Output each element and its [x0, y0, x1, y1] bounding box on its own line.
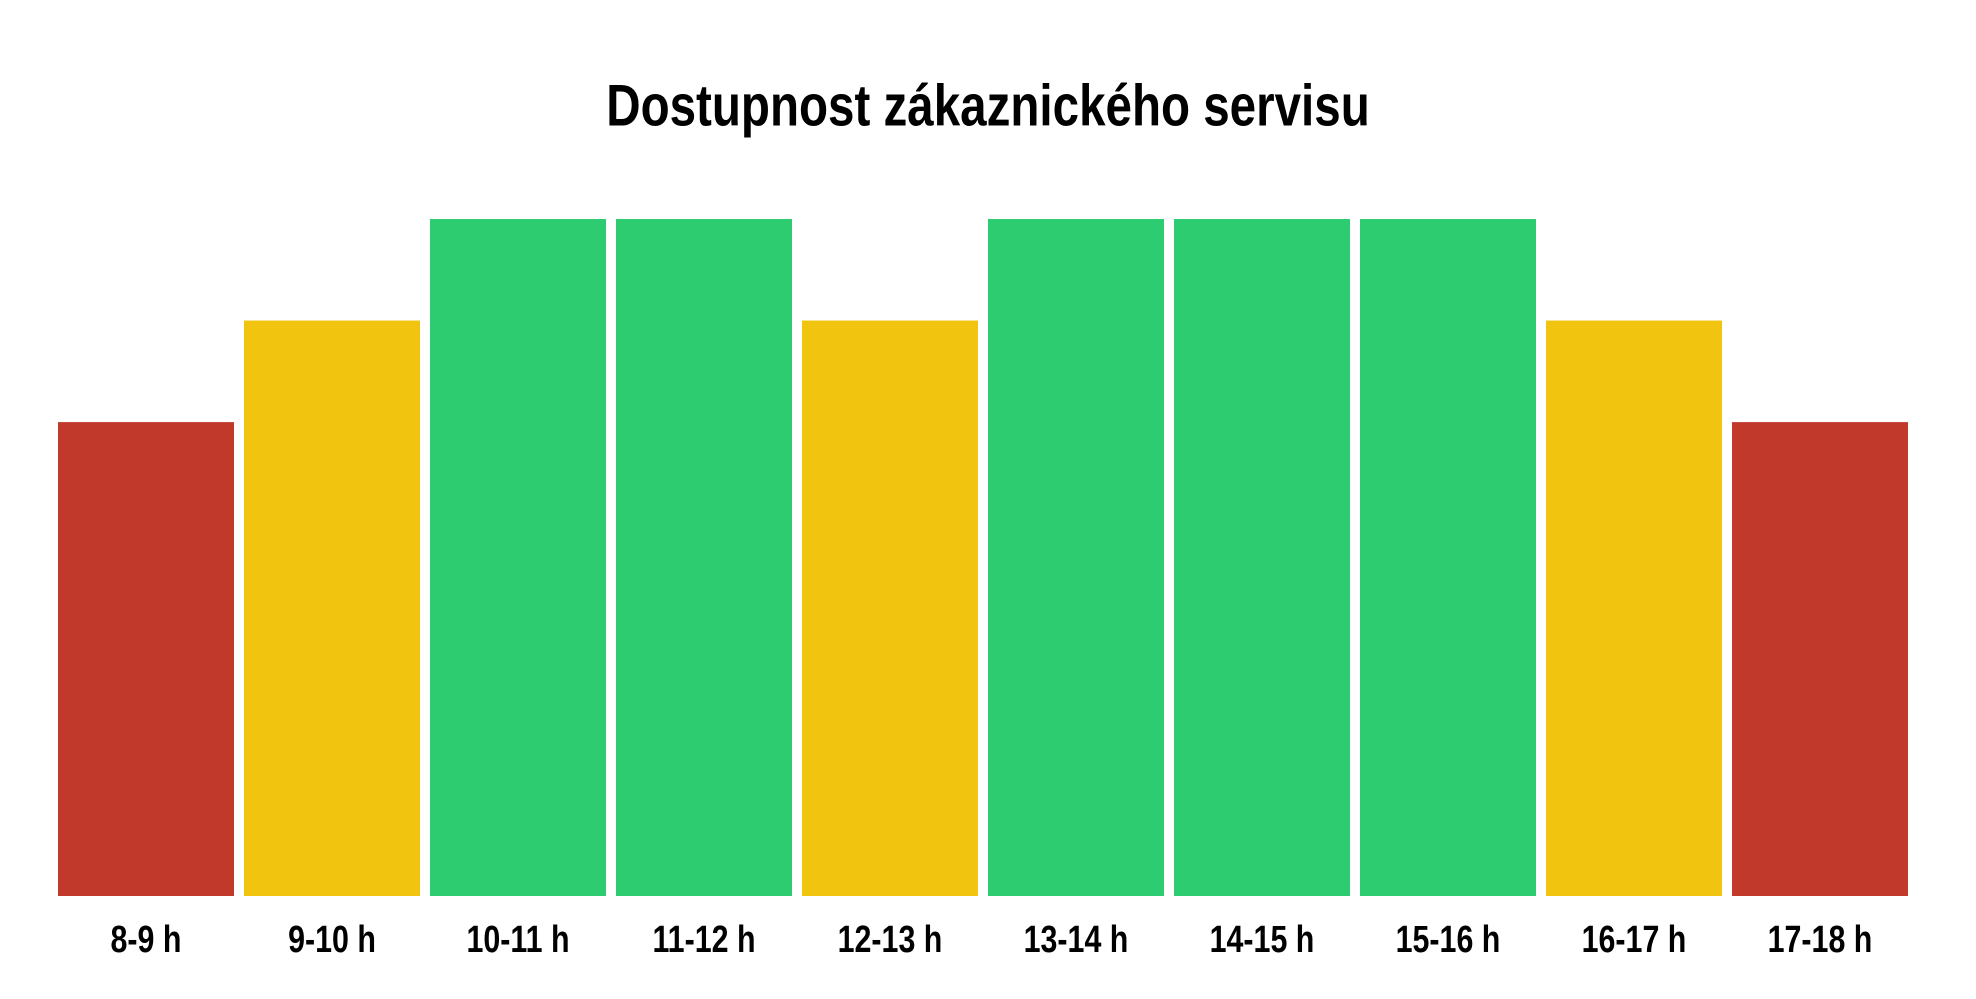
bar: [430, 219, 606, 896]
x-tick-label: 12-13 h: [838, 919, 943, 961]
bar: [616, 219, 792, 896]
bar: [1360, 219, 1536, 896]
bar: [244, 320, 420, 896]
x-tick-label: 14-15 h: [1210, 919, 1315, 961]
bar: [1174, 219, 1350, 896]
bar: [58, 422, 234, 896]
bar: [802, 320, 978, 896]
x-tick-label: 11-12 h: [652, 919, 755, 961]
x-tick-label: 15-16 h: [1396, 919, 1501, 961]
x-tick-label: 9-10 h: [288, 919, 376, 961]
x-tick-label: 8-9 h: [111, 919, 182, 961]
bar: [1546, 320, 1722, 896]
x-tick-label: 16-17 h: [1582, 919, 1687, 961]
chart-title: Dostupnost zákaznického servisu: [606, 74, 1370, 139]
bar: [988, 219, 1164, 896]
bar: [1732, 422, 1908, 896]
x-tick-label: 10-11 h: [466, 919, 569, 961]
x-tick-label: 13-14 h: [1024, 919, 1129, 961]
x-tick-label: 17-18 h: [1768, 919, 1873, 961]
